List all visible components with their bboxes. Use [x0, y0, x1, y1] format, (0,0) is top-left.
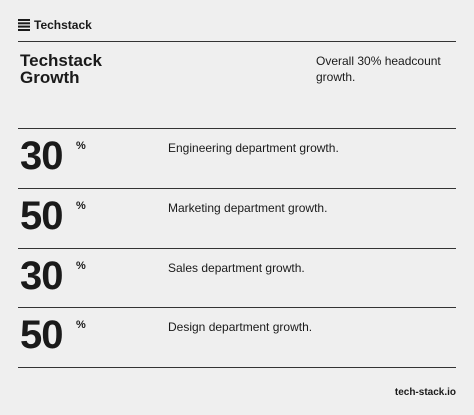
stat-unit: % [76, 199, 86, 212]
stat-unit: % [76, 140, 86, 152]
title: Techstack Growth [20, 52, 102, 86]
subtitle: Overall 30% headcount growth. [316, 54, 441, 84]
logo-icon [18, 19, 30, 31]
title-line: Techstack [20, 51, 102, 70]
divider [18, 41, 456, 42]
stat-label: Sales department growth. [168, 260, 305, 275]
stat-value: 30 [20, 253, 63, 298]
stat-value: 50 [20, 313, 63, 358]
stat-value: 50 [20, 193, 63, 238]
stat-unit: % [76, 319, 86, 332]
divider [18, 307, 456, 309]
divider [18, 247, 456, 249]
stat-label: Marketing department growth. [168, 200, 328, 215]
divider [18, 367, 456, 369]
divider [18, 128, 456, 129]
stat-label: Engineering department growth. [168, 141, 339, 155]
divider [18, 187, 456, 189]
stat-unit: % [76, 259, 86, 272]
footer: tech-stack.io [394, 387, 456, 398]
stat-label: Design department growth. [168, 320, 313, 335]
brand: Techstack [34, 18, 92, 32]
stat-value: 30 [20, 134, 63, 178]
title-line: Growth [20, 68, 80, 87]
